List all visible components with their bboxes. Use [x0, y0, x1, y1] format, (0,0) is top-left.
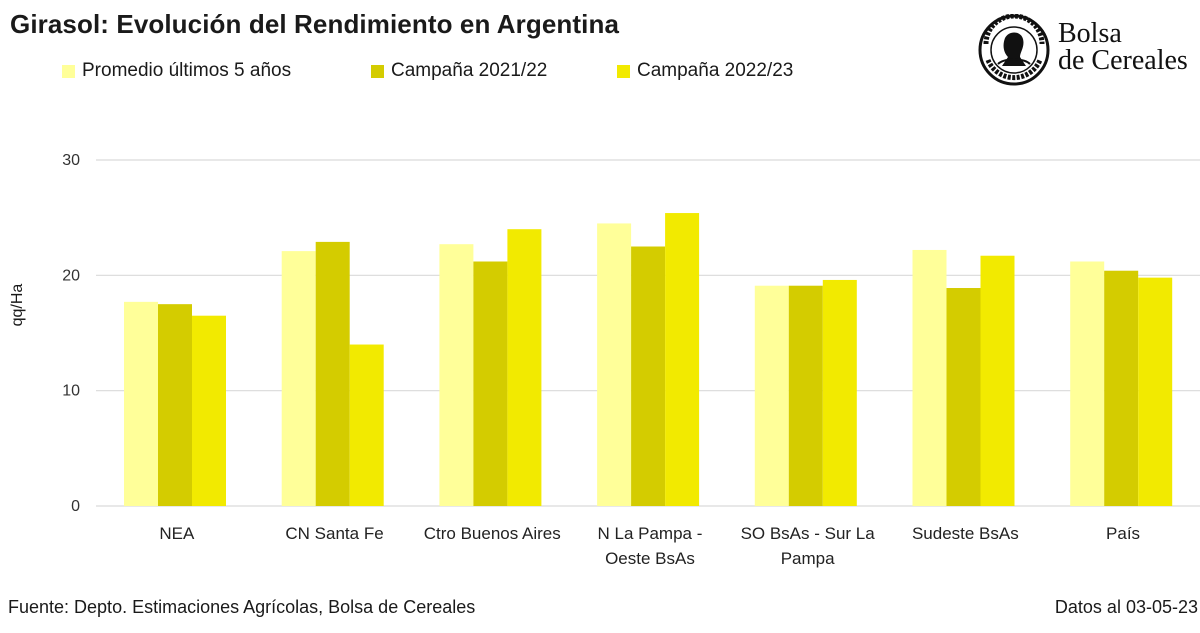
x-tick-label: NEA [159, 524, 195, 543]
x-tick-label: País [1106, 524, 1140, 543]
bar [281, 251, 316, 506]
x-tick-label: Sudeste BsAs [912, 524, 1019, 543]
logo: Bolsa de Cereales [976, 12, 1200, 86]
bar [665, 213, 700, 506]
x-tick-label: Pampa [781, 549, 835, 568]
legend-label: Campaña 2022/23 [637, 60, 794, 81]
bar [788, 285, 823, 506]
legend-swatch [617, 64, 630, 78]
bar [912, 249, 947, 506]
bar [192, 315, 226, 506]
bar [1104, 270, 1139, 506]
y-tick-label: 10 [62, 383, 80, 400]
bar [349, 344, 384, 506]
x-tick-label: Ctro Buenos Aires [424, 524, 561, 543]
bar [1138, 277, 1173, 506]
x-tick-label: SO BsAs - Sur La [741, 524, 876, 543]
bar-chart: 0 10 20 30 NEA CN Santa Fe Ctro Buenos Aires N … [62, 152, 1200, 568]
logo-line-2: de Cereales [1058, 45, 1188, 76]
source-note: Fuente: Depto. Estimaciones Agrícolas, B… [8, 597, 476, 617]
bar [946, 288, 981, 506]
x-tick-label: N La Pampa - [598, 524, 703, 543]
bar [631, 246, 666, 506]
bar [597, 223, 632, 506]
bar [1070, 261, 1105, 506]
legend-item: Promedio últimos 5 años [62, 60, 291, 82]
legend-swatch [371, 64, 384, 78]
bar [754, 285, 789, 506]
y-tick-label: 30 [62, 152, 80, 169]
bar [439, 244, 474, 506]
logo-line-1: Bolsa [1058, 18, 1122, 49]
bar [158, 304, 192, 506]
legend-item: Campaña 2021/22 [371, 60, 547, 82]
y-tick-label: 0 [71, 498, 80, 515]
data-date: Datos al 03-05-23 [1054, 597, 1198, 617]
y-tick-label: 20 [62, 267, 80, 284]
legend-item: Campaña 2022/23 [617, 60, 793, 82]
x-tick-label: CN Santa Fe [285, 524, 383, 543]
bar [507, 229, 542, 506]
legend-swatch [62, 64, 75, 78]
bar [315, 241, 350, 506]
x-tick-label: Oeste BsAs [605, 549, 695, 568]
legend-label: Campaña 2021/22 [391, 60, 548, 81]
legend-label: Promedio últimos 5 años [82, 60, 292, 81]
bar [822, 279, 857, 506]
bar [980, 255, 1015, 506]
bar [124, 301, 158, 506]
bar [473, 261, 508, 506]
goddess-seal-icon [978, 14, 1050, 86]
page-title: Girasol: Evolución del Rendimiento en Ar… [10, 9, 620, 39]
chart-legend: Promedio últimos 5 años Campaña 2021/22 Ca… [0, 60, 900, 84]
